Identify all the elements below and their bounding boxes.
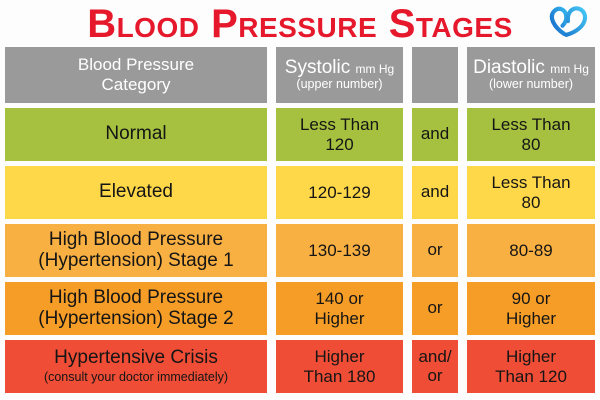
systolic-value: 120-129 <box>308 182 371 202</box>
connector-cell: or <box>412 282 458 335</box>
category-cell: Elevated <box>5 166 267 219</box>
header-diastolic-subtext: (lower number) <box>488 77 574 92</box>
connector-value: or <box>427 240 443 260</box>
header-systolic-subtext: (upper number) <box>296 77 383 92</box>
diastolic-value: Less Than 80 <box>491 172 571 212</box>
connector-cell: and <box>412 108 458 161</box>
systolic-cell: Higher Than 180 <box>276 340 403 393</box>
header-systolic-cell: Systolic mm Hg (upper number) <box>276 47 403 103</box>
table-row-crisis: Hypertensive Crisis (consult your doctor… <box>5 340 595 393</box>
connector-value: and <box>420 182 450 202</box>
header-diastolic-cell: Diastolic mm Hg (lower number) <box>467 47 595 103</box>
category-label: Hypertensive Crisis <box>54 347 218 369</box>
category-cell: High Blood Pressure (Hypertension) Stage… <box>5 224 267 277</box>
diastolic-value: Less Than 80 <box>491 114 571 154</box>
systolic-value: Higher Than 180 <box>303 346 376 386</box>
systolic-cell: 140 or Higher <box>276 282 403 335</box>
connector-cell: and/ or <box>412 340 458 393</box>
blood-pressure-table: Blood Pressure Category Systolic mm Hg (… <box>0 47 600 393</box>
connector-cell: or <box>412 224 458 277</box>
category-label: High Blood Pressure (Hypertension) Stage… <box>38 286 234 329</box>
title-bar: Blood Pressure Stages <box>0 0 600 47</box>
diastolic-cell: 80-89 <box>467 224 595 277</box>
category-subtext: (consult your doctor immediately) <box>43 370 229 385</box>
diastolic-value: Higher Than 120 <box>495 346 567 386</box>
header-systolic-label: Systolic mm Hg <box>284 56 395 78</box>
connector-value: and/ or <box>418 346 452 385</box>
category-cell: High Blood Pressure (Hypertension) Stage… <box>5 282 267 335</box>
header-category-label: Blood Pressure Category <box>77 55 195 94</box>
connector-cell: and <box>412 166 458 219</box>
diastolic-cell: 90 or Higher <box>467 282 595 335</box>
category-label: Elevated <box>99 181 173 203</box>
header-connector-cell <box>412 47 458 103</box>
table-row-normal: Normal Less Than 120 and Less Than 80 <box>5 108 595 161</box>
category-cell: Normal <box>5 108 267 161</box>
category-label: Normal <box>105 123 167 145</box>
systolic-value: Less Than 120 <box>299 114 380 154</box>
category-cell: Hypertensive Crisis (consult your doctor… <box>5 340 267 393</box>
diastolic-unit: mm Hg <box>550 61 589 76</box>
diastolic-text: Diastolic <box>473 56 545 78</box>
category-label: High Blood Pressure (Hypertension) Stage… <box>38 228 234 271</box>
connector-value: or <box>427 298 443 318</box>
systolic-text: Systolic <box>284 56 351 78</box>
systolic-cell: 130-139 <box>276 224 403 277</box>
table-row-elevated: Elevated 120-129 and Less Than 80 <box>5 166 595 219</box>
diastolic-cell: Less Than 80 <box>467 166 595 219</box>
header-diastolic-label: Diastolic mm Hg <box>473 56 589 78</box>
systolic-cell: 120-129 <box>276 166 403 219</box>
systolic-unit: mm Hg <box>355 61 395 76</box>
diastolic-value: 90 or Higher <box>505 288 557 328</box>
systolic-value: 130-139 <box>308 240 371 260</box>
table-row-stage1: High Blood Pressure (Hypertension) Stage… <box>5 224 595 277</box>
connector-value: and <box>420 124 450 144</box>
diastolic-value: 80-89 <box>509 240 553 260</box>
table-header-row: Blood Pressure Category Systolic mm Hg (… <box>5 47 595 103</box>
systolic-value: 140 or Higher <box>314 288 365 328</box>
diastolic-cell: Less Than 80 <box>467 108 595 161</box>
table-row-stage2: High Blood Pressure (Hypertension) Stage… <box>5 282 595 335</box>
systolic-cell: Less Than 120 <box>276 108 403 161</box>
heart-icon <box>549 6 588 37</box>
page-title: Blood Pressure Stages <box>87 1 513 46</box>
header-category-cell: Blood Pressure Category <box>5 47 267 103</box>
diastolic-cell: Higher Than 120 <box>467 340 595 393</box>
